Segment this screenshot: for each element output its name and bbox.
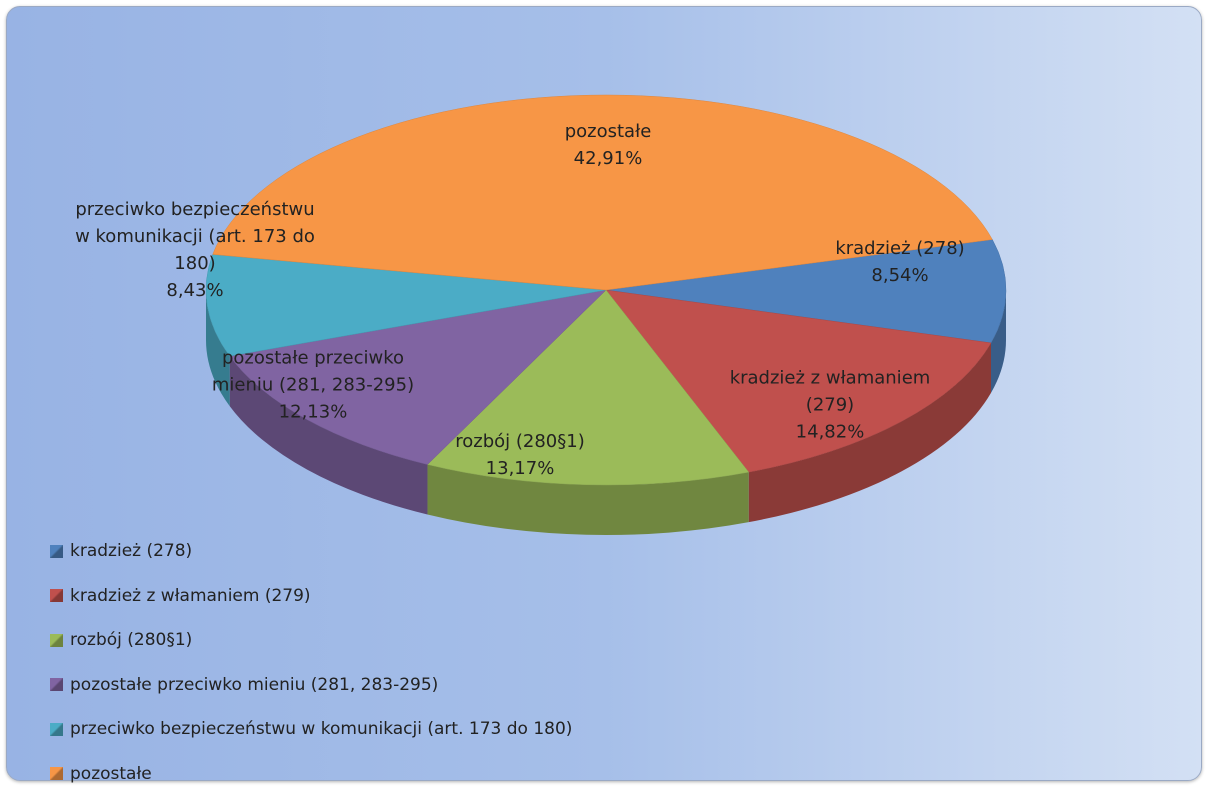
data-label-name: pozostałe przeciwko mieniu (281, 283-295… bbox=[211, 347, 415, 396]
data-label: kradzież (278) 8,54% bbox=[810, 235, 990, 289]
slice bbox=[212, 94, 993, 291]
legend-label: pozostałe bbox=[70, 763, 152, 784]
data-label-value: 42,91% bbox=[573, 148, 643, 169]
data-label: pozostałe przeciwko mieniu (281, 283-295… bbox=[201, 345, 426, 426]
slice-tops bbox=[205, 94, 1007, 486]
legend-label: kradzież z włamaniem (279) bbox=[70, 585, 311, 606]
data-label: rozbój (280§1) 13,17% bbox=[425, 428, 615, 482]
slice bbox=[605, 239, 1007, 344]
legend-item: kradzież z włamaniem (279) bbox=[50, 586, 311, 606]
legend-item: przeciwko bezpieczeństwu w komunikacji (… bbox=[50, 719, 572, 739]
slice bbox=[426, 289, 750, 486]
slice-side bbox=[427, 464, 749, 535]
data-label-name: kradzież (278) bbox=[835, 238, 965, 259]
data-label-value: 8,43% bbox=[166, 280, 224, 301]
data-label-value: 12,13% bbox=[278, 401, 348, 423]
legend-label: kradzież (278) bbox=[70, 541, 193, 561]
legend-swatch bbox=[50, 633, 63, 647]
slice bbox=[229, 289, 607, 465]
slice-side bbox=[990, 290, 1006, 393]
data-label-name: przeciwko bezpieczeństwu w komunikacji (… bbox=[75, 199, 315, 274]
slice-side bbox=[748, 342, 991, 523]
legend-label: przeciwko bezpieczeństwu w komunikacji (… bbox=[70, 719, 573, 739]
data-label: pozostałe 42,91% bbox=[508, 118, 708, 172]
data-label-name: kradzież z włamaniem (279) bbox=[729, 367, 931, 416]
legend-swatch bbox=[50, 544, 63, 558]
legend-label: rozbój (280§1) bbox=[70, 630, 193, 650]
slice-side bbox=[206, 290, 230, 407]
slice bbox=[605, 289, 992, 473]
slice-side bbox=[229, 356, 428, 515]
legend-swatch bbox=[50, 722, 63, 736]
legend-item: rozbój (280§1) bbox=[50, 630, 192, 650]
data-label-value: 14,82% bbox=[795, 421, 865, 443]
legend-label: pozostałe przeciwko mieniu (281, 283-295… bbox=[70, 674, 439, 695]
legend-item: kradzież (278) bbox=[50, 541, 192, 561]
legend-item: pozostałe przeciwko mieniu (281, 283-295… bbox=[50, 675, 438, 695]
slice bbox=[205, 254, 607, 357]
data-label-value: 13,17% bbox=[485, 458, 555, 479]
legend-swatch bbox=[50, 589, 63, 602]
legend-item: pozostałe bbox=[50, 764, 152, 784]
data-label-name: rozbój (280§1) bbox=[455, 431, 585, 452]
data-label: przeciwko bezpieczeństwu w komunikacji (… bbox=[75, 196, 315, 304]
legend-swatch bbox=[50, 767, 63, 780]
data-label: kradzież z włamaniem (279) 14,82% bbox=[725, 365, 935, 446]
data-label-value: 8,54% bbox=[871, 265, 929, 286]
legend-swatch bbox=[50, 678, 63, 691]
data-label-name: pozostałe bbox=[564, 121, 652, 142]
slice-sides bbox=[206, 290, 1006, 535]
